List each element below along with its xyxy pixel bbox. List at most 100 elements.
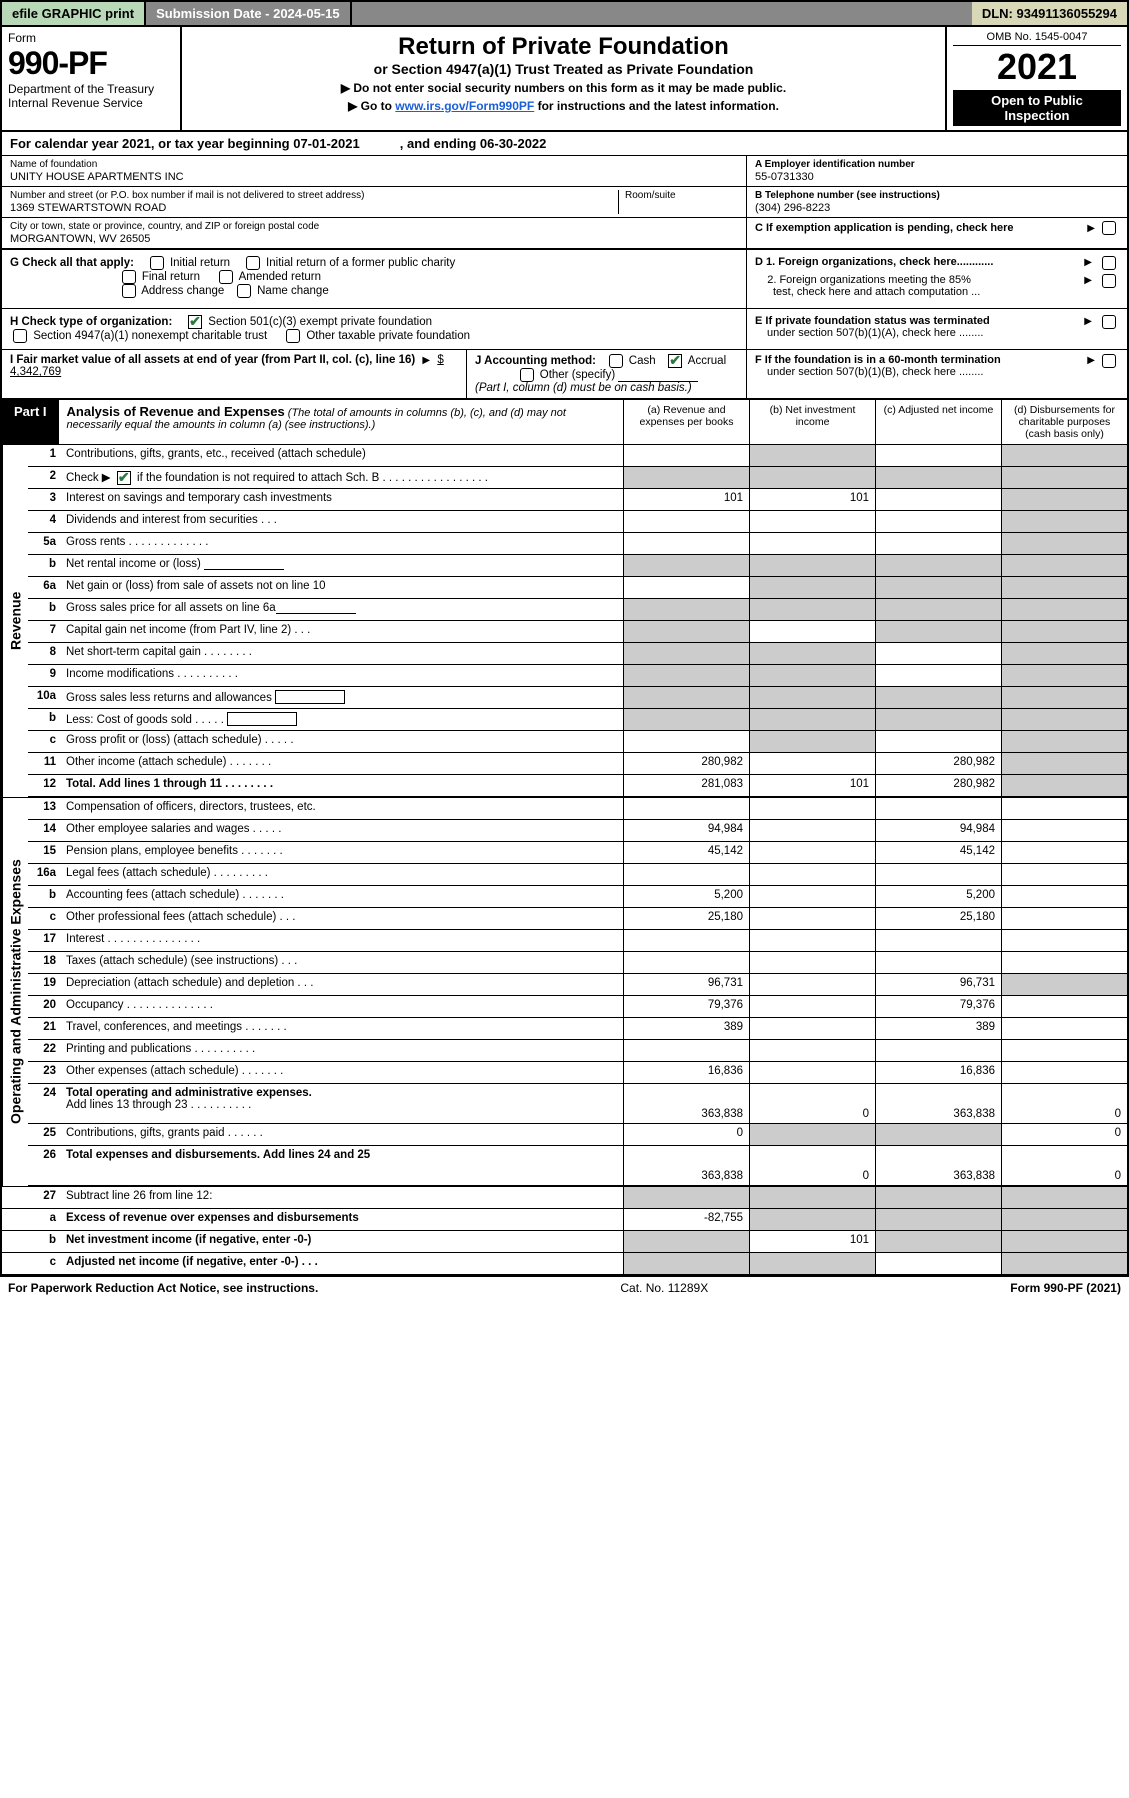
cell-c: 94,984	[875, 820, 1001, 841]
address-cell: Number and street (or P.O. box number if…	[2, 187, 746, 218]
row-desc: Dividends and interest from securities .…	[62, 511, 623, 532]
col-a-head: (a) Revenue and expenses per books	[623, 400, 749, 444]
calendar-year-row: For calendar year 2021, or tax year begi…	[2, 132, 1127, 156]
row-desc: Net rental income or (loss)	[62, 555, 623, 576]
exemption-checkbox[interactable]	[1102, 221, 1116, 235]
address-value: 1369 STEWARTSTOWN ROAD	[10, 202, 618, 214]
topbar-spacer	[352, 2, 972, 25]
cell-b	[749, 511, 875, 532]
cell-d	[1001, 643, 1127, 664]
row-desc: Total operating and administrative expen…	[62, 1084, 623, 1123]
cell-c	[875, 533, 1001, 554]
cell-a: 281,083	[623, 775, 749, 796]
part1-title: Analysis of Revenue and Expenses	[67, 404, 285, 419]
expenses-section: Operating and Administrative Expenses 13…	[2, 797, 1127, 1186]
other-taxable-checkbox[interactable]	[286, 329, 300, 343]
cell-c	[875, 665, 1001, 686]
initial-return-checkbox[interactable]	[150, 256, 164, 270]
initial-former-checkbox[interactable]	[246, 256, 260, 270]
cell-d	[1001, 908, 1127, 929]
cell-d	[1001, 842, 1127, 863]
accrual-checkbox[interactable]	[668, 354, 682, 368]
check-d1-label: D 1. Foreign organizations, check here..…	[755, 256, 993, 268]
row-num: 25	[28, 1124, 62, 1145]
cell-c	[875, 731, 1001, 752]
501c3-label: Section 501(c)(3) exempt private foundat…	[208, 316, 432, 328]
cell-d	[1001, 1062, 1127, 1083]
row-num: 19	[28, 974, 62, 995]
table-row: 15Pension plans, employee benefits . . .…	[28, 842, 1127, 864]
cell-b	[749, 908, 875, 929]
cell-b	[749, 996, 875, 1017]
initial-return-label: Initial return	[170, 257, 230, 269]
table-row: 9Income modifications . . . . . . . . . …	[28, 665, 1127, 687]
cell-d	[1001, 577, 1127, 598]
amended-return-checkbox[interactable]	[219, 270, 233, 284]
row-num: 3	[28, 489, 62, 510]
row-desc: Other expenses (attach schedule) . . . .…	[62, 1062, 623, 1083]
check-d2a-label: 2. Foreign organizations meeting the 85%	[767, 274, 971, 286]
name-change-checkbox[interactable]	[237, 284, 251, 298]
row-desc: Interest . . . . . . . . . . . . . . .	[62, 930, 623, 951]
address-change-checkbox[interactable]	[122, 284, 136, 298]
tax-year: 2021	[953, 46, 1121, 88]
row-desc: Subtract line 26 from line 12:	[62, 1187, 623, 1208]
r10b-text: Less: Cost of goods sold . . . . .	[66, 714, 224, 726]
cell-a: 16,836	[623, 1062, 749, 1083]
cell-b	[749, 555, 875, 576]
row-desc: Total expenses and disbursements. Add li…	[62, 1146, 623, 1185]
foreign-org-checkbox[interactable]	[1102, 256, 1116, 270]
cell-a: 25,180	[623, 908, 749, 929]
row-desc: Accounting fees (attach schedule) . . . …	[62, 886, 623, 907]
4947-checkbox[interactable]	[13, 329, 27, 343]
cell-d	[1001, 687, 1127, 708]
table-row: 25Contributions, gifts, grants paid . . …	[28, 1124, 1127, 1146]
cell-b	[749, 533, 875, 554]
schb-checkbox[interactable]	[117, 471, 131, 485]
cal-begin: For calendar year 2021, or tax year begi…	[10, 136, 360, 151]
cell-b	[749, 643, 875, 664]
header-center: Return of Private Foundation or Section …	[182, 27, 947, 130]
foundation-name-cell: Name of foundation UNITY HOUSE APARTMENT…	[2, 156, 746, 187]
cell-d	[1001, 665, 1127, 686]
501c3-checkbox[interactable]	[188, 315, 202, 329]
check-e1-label: E If private foundation status was termi…	[755, 315, 990, 327]
cell-b: 101	[749, 489, 875, 510]
foreign-85-checkbox[interactable]	[1102, 274, 1116, 288]
cell-b	[749, 864, 875, 885]
cell-b	[749, 665, 875, 686]
cash-checkbox[interactable]	[609, 354, 623, 368]
cell-a	[623, 445, 749, 466]
open-public-1: Open to Public	[953, 93, 1121, 108]
cell-a	[623, 1187, 749, 1208]
row-f2-label: under section 507(b)(1)(B), check here .…	[767, 366, 983, 378]
efile-button[interactable]: efile GRAPHIC print	[2, 2, 146, 25]
arrow-icon	[1084, 315, 1092, 327]
cell-c	[875, 577, 1001, 598]
cell-a	[623, 687, 749, 708]
row-desc: Other employee salaries and wages . . . …	[62, 820, 623, 841]
row-num: 11	[28, 753, 62, 774]
row-desc: Less: Cost of goods sold . . . . .	[62, 709, 623, 730]
dept-line-2: Internal Revenue Service	[8, 96, 174, 110]
table-row: 20Occupancy . . . . . . . . . . . . . .7…	[28, 996, 1127, 1018]
irs-link[interactable]: www.irs.gov/Form990PF	[395, 99, 534, 113]
cell-b	[749, 1018, 875, 1039]
final-return-checkbox[interactable]	[122, 270, 136, 284]
row-desc: Legal fees (attach schedule) . . . . . .…	[62, 864, 623, 885]
footer: For Paperwork Reduction Act Notice, see …	[0, 1277, 1129, 1299]
cell-d	[1001, 445, 1127, 466]
row-ijf: I Fair market value of all assets at end…	[2, 350, 1127, 400]
line27-block: 27Subtract line 26 from line 12: aExcess…	[2, 1186, 1127, 1275]
table-row: 8Net short-term capital gain . . . . . .…	[28, 643, 1127, 665]
table-row: 11Other income (attach schedule) . . . .…	[28, 753, 1127, 775]
cell-d	[1001, 1187, 1127, 1208]
cell-a	[623, 864, 749, 885]
other-method-checkbox[interactable]	[520, 368, 534, 382]
row-num: 14	[28, 820, 62, 841]
check-g-label: G Check all that apply:	[10, 257, 134, 269]
terminated-checkbox[interactable]	[1102, 315, 1116, 329]
other-method-blank	[618, 370, 698, 382]
address-label: Number and street (or P.O. box number if…	[10, 190, 618, 201]
60month-checkbox[interactable]	[1102, 354, 1116, 368]
